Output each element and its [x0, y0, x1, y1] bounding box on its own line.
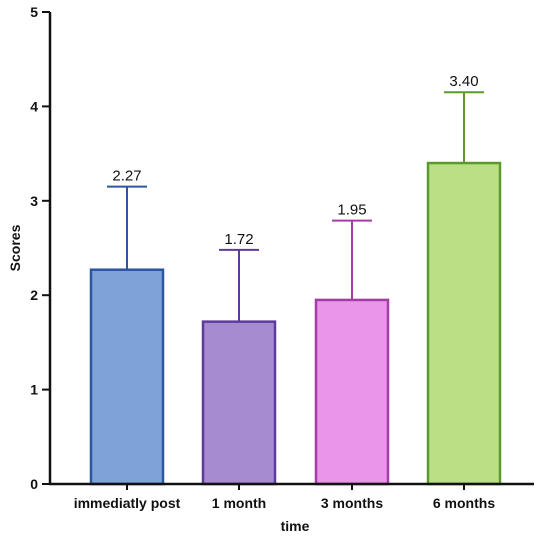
value-label: 1.95 — [337, 202, 366, 219]
x-axis-labels: immediatly post 1 month 3 months 6 months — [74, 484, 495, 511]
x-category-label: 1 month — [212, 495, 266, 511]
bar — [89, 268, 165, 486]
y-tick-label: 5 — [30, 4, 38, 20]
bars-group — [89, 161, 502, 486]
y-axis-title: Scores — [7, 224, 23, 271]
value-label: 2.27 — [112, 168, 141, 185]
bar — [426, 161, 502, 486]
value-labels-group: 2.27 1.72 1.95 3.40 — [112, 73, 478, 248]
x-category-label: immediatly post — [74, 495, 181, 511]
y-tick-label: 3 — [30, 193, 38, 209]
y-tick-label: 0 — [30, 476, 38, 492]
bar — [314, 298, 390, 486]
x-category-label: 6 months — [433, 495, 495, 511]
error-bars-group — [107, 91, 484, 322]
value-label: 3.40 — [449, 73, 478, 90]
y-tick-label: 2 — [30, 287, 38, 303]
x-axis-title: time — [281, 518, 310, 534]
y-tick-label: 4 — [30, 98, 38, 114]
x-category-label: 3 months — [321, 495, 383, 511]
y-axis-ticks: 0 1 2 3 4 5 — [30, 4, 50, 492]
value-label: 1.72 — [224, 231, 253, 248]
y-tick-label: 1 — [30, 382, 38, 398]
bar — [201, 320, 277, 486]
